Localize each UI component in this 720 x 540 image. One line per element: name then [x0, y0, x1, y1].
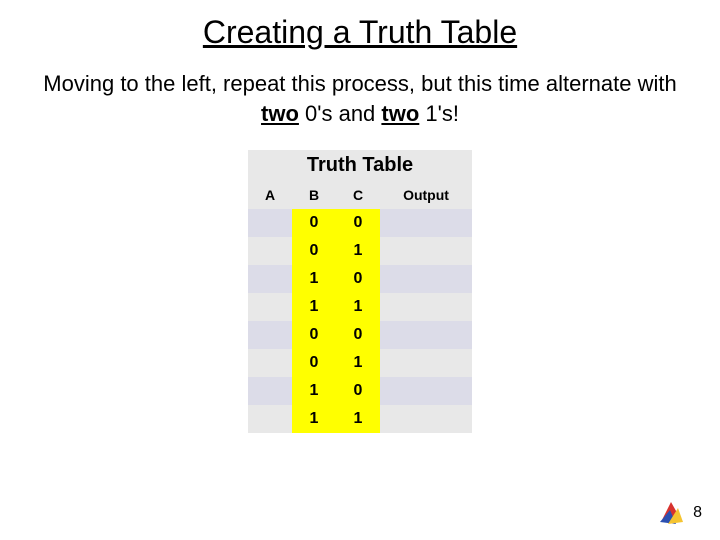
- cell-a: [248, 321, 292, 349]
- table-row: 00: [248, 321, 472, 349]
- table-caption: Truth Table: [248, 150, 472, 181]
- truth-table-container: Truth Table A B C Output 000110110001101…: [0, 150, 720, 433]
- cell-out: [380, 349, 472, 377]
- table-row: 10: [248, 265, 472, 293]
- cell-a: [248, 293, 292, 321]
- table-row: 10: [248, 377, 472, 405]
- cell-a: [248, 237, 292, 265]
- cell-b: 0: [292, 349, 336, 377]
- slide-title: Creating a Truth Table: [0, 0, 720, 69]
- subtitle-pre: Moving to the left, repeat this process,…: [43, 71, 676, 96]
- cell-b: 0: [292, 321, 336, 349]
- cell-a: [248, 405, 292, 433]
- cell-b: 0: [292, 237, 336, 265]
- cell-a: [248, 209, 292, 237]
- table-row: 11: [248, 405, 472, 433]
- truth-table: Truth Table A B C Output 000110110001101…: [248, 150, 472, 433]
- cell-c: 0: [336, 209, 380, 237]
- subtitle-underline-2: two: [381, 101, 419, 126]
- cell-c: 1: [336, 405, 380, 433]
- cell-a: [248, 377, 292, 405]
- table-row: 01: [248, 349, 472, 377]
- cell-b: 1: [292, 377, 336, 405]
- table-body: 0001101100011011: [248, 209, 472, 433]
- cell-b: 1: [292, 405, 336, 433]
- table-row: 11: [248, 293, 472, 321]
- table-row: 01: [248, 237, 472, 265]
- subtitle-post: 1's!: [419, 101, 459, 126]
- table-header-row: A B C Output: [248, 181, 472, 209]
- cell-out: [380, 237, 472, 265]
- slide-subtitle: Moving to the left, repeat this process,…: [0, 69, 720, 150]
- table-row: 00: [248, 209, 472, 237]
- header-output: Output: [380, 181, 472, 209]
- cell-a: [248, 349, 292, 377]
- subtitle-underline-1: two: [261, 101, 299, 126]
- cell-c: 0: [336, 321, 380, 349]
- cell-c: 1: [336, 293, 380, 321]
- cell-c: 1: [336, 349, 380, 377]
- header-b: B: [292, 181, 336, 209]
- page-number: 8: [693, 504, 702, 522]
- table-caption-row: Truth Table: [248, 150, 472, 181]
- cell-out: [380, 321, 472, 349]
- cell-b: 1: [292, 265, 336, 293]
- cell-a: [248, 265, 292, 293]
- cell-out: [380, 293, 472, 321]
- logo-icon: [658, 500, 684, 526]
- subtitle-mid: 0's and: [299, 101, 381, 126]
- cell-c: 0: [336, 377, 380, 405]
- cell-out: [380, 377, 472, 405]
- cell-c: 1: [336, 237, 380, 265]
- cell-b: 1: [292, 293, 336, 321]
- header-a: A: [248, 181, 292, 209]
- cell-c: 0: [336, 265, 380, 293]
- cell-out: [380, 265, 472, 293]
- cell-out: [380, 405, 472, 433]
- cell-out: [380, 209, 472, 237]
- header-c: C: [336, 181, 380, 209]
- cell-b: 0: [292, 209, 336, 237]
